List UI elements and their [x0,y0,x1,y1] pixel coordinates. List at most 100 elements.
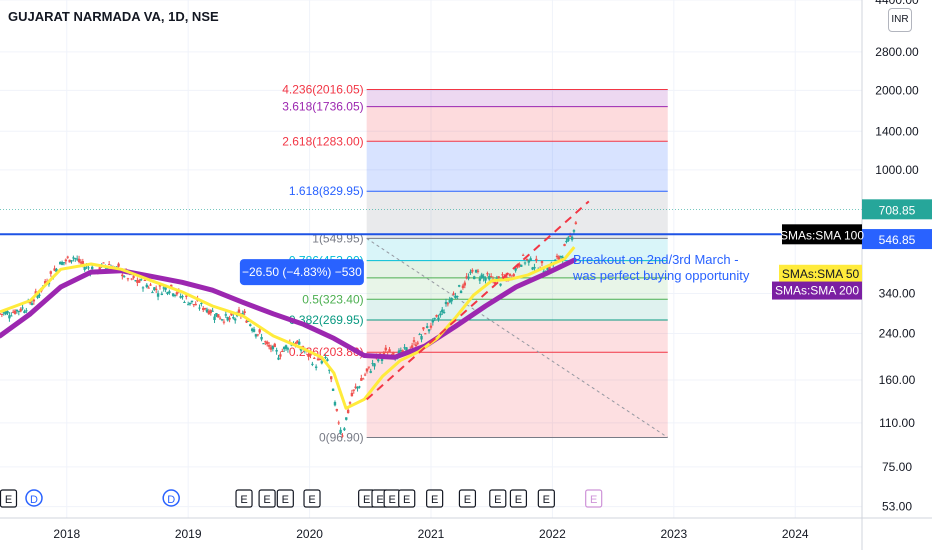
price-axis [862,0,932,550]
candle-body [328,369,331,371]
candle-body [318,358,322,360]
candle-body [365,368,369,372]
candle-body [548,266,551,270]
candle-body [497,276,500,278]
candle-body [205,309,209,313]
candle-body [388,349,391,353]
candle-body [66,256,69,258]
currency-button[interactable]: INR [888,8,912,32]
candle-body [420,336,423,340]
candle-body [83,266,86,270]
candle-body [480,274,483,278]
candle-body [512,274,515,277]
candle-body [482,276,485,279]
annotation-text: was perfect buying opportunity [572,268,750,283]
candle-body [13,310,17,314]
earnings-marker[interactable]: E [383,489,401,508]
candle-body [220,319,224,321]
marker-shape [398,489,416,508]
fib-level-label: 4.236(2016.05) [282,82,363,96]
earnings-marker[interactable]: E [276,489,294,508]
candle-body [256,334,260,336]
candle-body [267,345,271,347]
candle-body [273,343,276,348]
candle-body [331,388,335,391]
candle-body [499,283,502,286]
candle-body [202,307,205,310]
candle-body [160,293,164,295]
earnings-marker[interactable]: E [458,489,477,508]
candle-body [8,315,11,319]
fib-band [366,352,668,438]
candle-body [266,341,269,345]
candle-body [168,291,171,293]
marker-label: E [5,494,12,506]
candle-body [309,352,312,356]
earnings-marker[interactable]: E [585,489,603,508]
candle-body [158,284,162,287]
candle-body [55,268,58,273]
dividend-marker[interactable]: D [25,489,43,507]
candle-body [226,317,229,321]
earnings-marker[interactable]: E [258,489,276,508]
price-label: 708.85 [879,203,916,217]
candle-body [211,310,214,312]
candle-body [286,348,290,350]
candle-body [60,261,64,265]
earnings-marker[interactable]: E [398,489,416,508]
candle-body [271,345,275,350]
fib-band [366,299,668,320]
candle-body [356,386,359,389]
candle-body [77,258,81,263]
candle-body [529,258,532,261]
candle-body [437,317,440,320]
earnings-marker[interactable]: E [489,489,507,508]
candle-body [296,340,299,344]
candle-body [533,266,536,269]
candle-body [264,341,267,343]
candle-body [173,294,177,296]
candle-body [17,311,21,313]
earnings-marker[interactable]: E [235,489,253,508]
marker-shape [0,489,18,508]
candle-body [352,389,355,391]
earnings-marker[interactable]: E [537,489,555,508]
y-tick-label: 2800.00 [875,45,919,59]
candle-body [30,303,34,305]
earnings-marker[interactable]: E [426,489,444,508]
candle-body [149,284,152,286]
candle-body [333,402,337,406]
candle-body [102,262,105,264]
candle-body [414,344,418,347]
candle-body [141,287,145,289]
marker-label: E [263,494,270,506]
earnings-marker[interactable]: E [303,489,321,508]
candle-body [486,273,489,275]
candle-body [38,294,41,296]
sma-label: SMAs:SMA 50 [782,267,860,281]
earnings-marker[interactable]: E [0,489,18,508]
candle-body [64,259,68,262]
candle-body [230,312,233,316]
dividend-marker[interactable]: D [162,489,180,507]
x-tick-label: 2022 [539,527,566,541]
y-tick-label: 240.00 [879,326,916,340]
fib-band [366,141,668,192]
candle-body [121,274,124,277]
candle-body [384,347,387,351]
candle-body [467,276,470,279]
candle-body [446,303,450,305]
candle-body [200,303,203,305]
candle-body [416,342,419,344]
y-tick-label: 53.00 [882,500,912,514]
candle-body [363,374,367,376]
earnings-marker[interactable]: E [509,489,528,508]
candle-body [518,263,521,267]
marker-shape [585,489,603,508]
fib-band [366,238,668,261]
candle-body [527,259,530,263]
marker-label: E [431,494,438,506]
candle-body [523,262,527,264]
sma200-line [0,257,577,360]
